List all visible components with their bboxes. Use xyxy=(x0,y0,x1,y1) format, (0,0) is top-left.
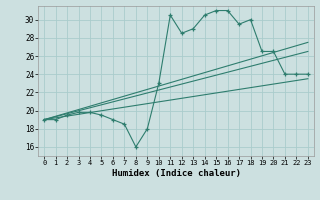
X-axis label: Humidex (Indice chaleur): Humidex (Indice chaleur) xyxy=(111,169,241,178)
